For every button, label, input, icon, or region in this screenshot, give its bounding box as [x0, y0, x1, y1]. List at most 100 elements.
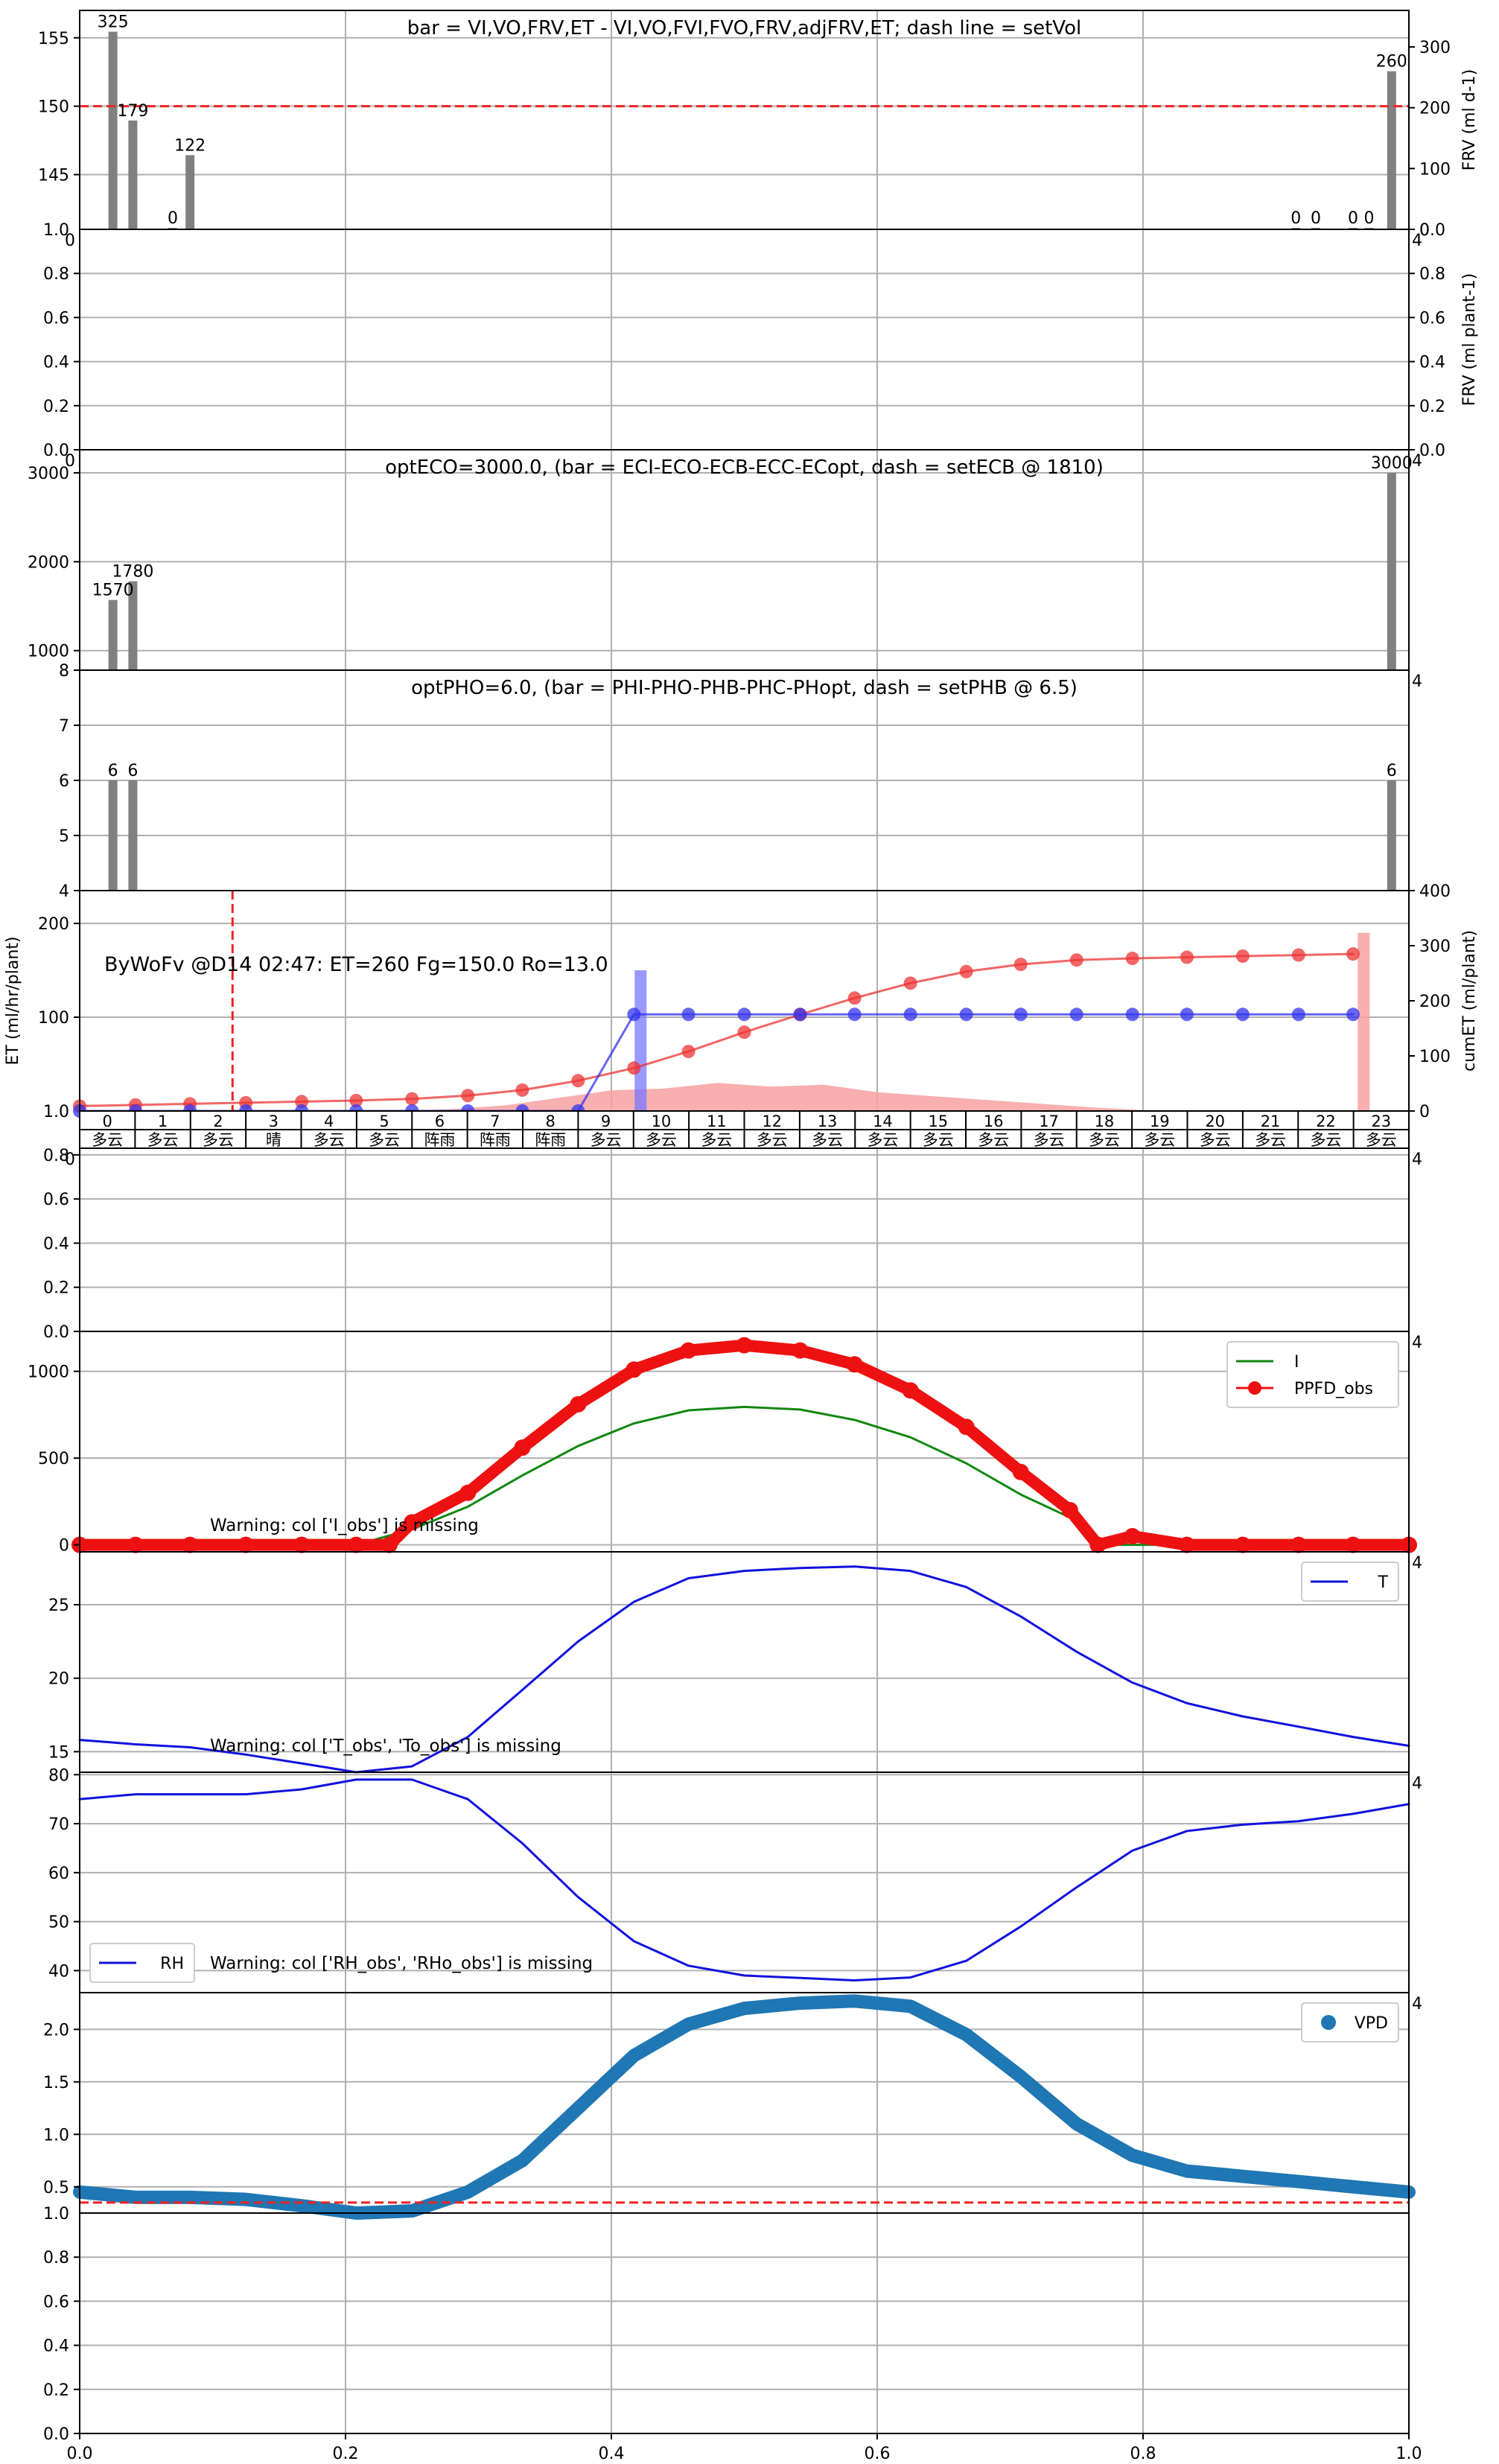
p3-bar-label: 3000	[1371, 454, 1413, 473]
p1-bar-label: 179	[117, 102, 148, 121]
p7-series-point	[1290, 1536, 1307, 1553]
p7-ytick-label: 500	[38, 1450, 69, 1468]
hour-cell: 9	[601, 1112, 611, 1130]
weather-cell: 多云	[1034, 1131, 1065, 1149]
p7-legend-label: I	[1294, 1353, 1299, 1372]
weather-cell: 阵雨	[535, 1131, 566, 1149]
hour-cell: 21	[1261, 1112, 1281, 1130]
p4-corner-right: 4	[1412, 672, 1422, 691]
p7-series-point	[1124, 1528, 1141, 1545]
p1-bar-label: 0	[1363, 209, 1374, 228]
weather-cell: 多云	[1255, 1131, 1286, 1149]
hour-cell: 13	[818, 1112, 838, 1130]
weather-cell: 多云	[1310, 1131, 1341, 1149]
p1-y2tick-label: 300	[1419, 39, 1451, 57]
x-tick-label: 0.8	[1130, 2445, 1156, 2463]
p5-ytick-label: 200	[38, 915, 69, 934]
hour-cell: 18	[1095, 1112, 1115, 1130]
hour-cell: 11	[707, 1112, 727, 1130]
hour-cell: 14	[873, 1112, 893, 1130]
hour-cell: 4	[324, 1112, 334, 1130]
weather-cell: 多云	[812, 1131, 843, 1149]
p7-legend-label: PPFD_obs	[1294, 1380, 1373, 1398]
p5-series-point	[1013, 1007, 1028, 1022]
p5-series-point	[349, 1093, 363, 1107]
weather-cell: 多云	[314, 1131, 345, 1149]
p1-bar-label: 260	[1376, 53, 1407, 71]
p7-corner-right: 4	[1412, 1334, 1422, 1352]
p1-bottom-label: 1.0	[43, 221, 69, 240]
p4-ytick-label: 6	[59, 772, 69, 791]
p11-axes-frame	[79, 2212, 1410, 2434]
p9-ytick-label: 70	[48, 1815, 69, 1834]
p1-ytick-label: 145	[38, 167, 69, 185]
p2-y2tick-label: 0.2	[1419, 398, 1445, 416]
p3-bar-label: 1780	[112, 563, 153, 582]
hour-cell: 0	[103, 1112, 112, 1130]
p5-series-point	[1125, 952, 1139, 966]
weather-cell: 多云	[369, 1131, 400, 1149]
p3-bar	[1387, 473, 1396, 670]
p1-ytick-label: 155	[38, 30, 69, 48]
p1-y2tick-label: 0	[1419, 221, 1430, 240]
hour-cell: 3	[269, 1112, 279, 1130]
p6-ytick-label: 0.6	[43, 1191, 69, 1209]
p5-series-point	[737, 1025, 751, 1040]
p5-series-point	[681, 1007, 696, 1022]
hour-cell: 5	[379, 1112, 389, 1130]
p5-series-point	[903, 976, 917, 990]
p2-ytick-label: 0.6	[43, 309, 69, 328]
p10-bottom-label: 1.0	[43, 2205, 69, 2223]
weather-cell: 多云	[646, 1131, 677, 1149]
p6-ytick-label: 0.4	[43, 1235, 69, 1253]
x-tick-label: 0.6	[865, 2445, 891, 2463]
p6-ytick-label: 0.0	[43, 1323, 69, 1342]
p1-bar	[108, 31, 118, 229]
p7-ytick-label: 0	[59, 1537, 69, 1556]
p5-y2tick-label: 400	[1419, 882, 1451, 901]
p1-y2tick-label: 200	[1419, 100, 1451, 118]
p3-bar	[128, 581, 138, 670]
p4-bar-label: 6	[127, 762, 138, 780]
p5-series-point	[737, 1007, 751, 1022]
p5-series-point	[959, 1007, 973, 1022]
p5-series-point	[1291, 1007, 1305, 1022]
p6-corner-left: 0	[65, 1150, 75, 1169]
p3-corner-left: 0	[65, 452, 75, 471]
hour-cell: 15	[928, 1112, 948, 1130]
p6-corner-right: 4	[1412, 1150, 1422, 1169]
p4-ytick-label: 4	[59, 882, 69, 901]
p2-ytick-label: 0.2	[43, 398, 69, 416]
p7-series-point	[1089, 1536, 1107, 1553]
p5-series-point	[461, 1089, 475, 1103]
p9-ytick-label: 40	[48, 1962, 69, 1981]
hour-cell: 16	[984, 1112, 1004, 1130]
p1-bar-label: 0	[1290, 209, 1301, 228]
x-tick-label: 0.4	[599, 2445, 625, 2463]
p5-series-point	[405, 1092, 419, 1106]
p5-series-point	[1013, 958, 1028, 972]
p7-series-point	[902, 1382, 919, 1399]
p5-series-point	[571, 1074, 585, 1088]
p1-bar-label: 0	[1348, 209, 1358, 228]
p5-series-point	[1125, 1007, 1139, 1022]
p7-series-point	[792, 1342, 809, 1359]
weather-cell: 多云	[92, 1131, 123, 1149]
p5-series-point	[515, 1083, 529, 1097]
p7-series-point	[381, 1536, 398, 1553]
p5-series-point	[1235, 949, 1250, 964]
p5-y2tick-label: 300	[1419, 937, 1451, 956]
p3-ytick-label: 2000	[28, 553, 69, 572]
p6-ytick-label: 0.2	[43, 1279, 69, 1298]
hour-cell: 7	[490, 1112, 500, 1130]
p10-ytick-label: 2.0	[43, 2021, 69, 2040]
p10-ytick-label: 1.5	[43, 2074, 69, 2092]
weather-cell: 多云	[1144, 1131, 1175, 1149]
p1-y2tick-label: 100	[1419, 160, 1451, 179]
p10-legend-box	[1301, 2002, 1399, 2043]
weather-cell: 阵雨	[424, 1131, 455, 1149]
weather-cell: 多云	[1366, 1131, 1397, 1149]
p2-y2-axis-label: FRV (ml plant-1)	[1460, 273, 1479, 407]
